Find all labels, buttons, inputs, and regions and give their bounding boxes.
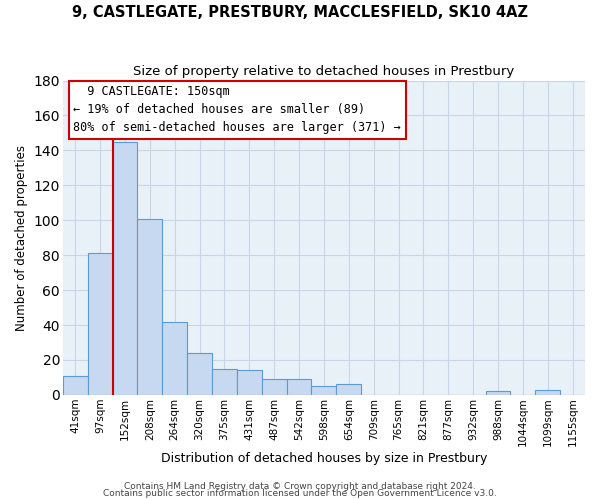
Bar [63, 376, 88, 395]
Text: 9, CASTLEGATE, PRESTBURY, MACCLESFIELD, SK10 4AZ: 9, CASTLEGATE, PRESTBURY, MACCLESFIELD, … [72, 5, 528, 20]
Bar [137, 218, 162, 395]
Y-axis label: Number of detached properties: Number of detached properties [15, 144, 28, 330]
Bar [212, 368, 237, 395]
Bar [113, 142, 137, 395]
Bar [262, 379, 287, 395]
Text: Contains HM Land Registry data © Crown copyright and database right 2024.: Contains HM Land Registry data © Crown c… [124, 482, 476, 491]
Bar [485, 392, 511, 395]
Bar [162, 322, 187, 395]
Bar [237, 370, 262, 395]
Bar [535, 390, 560, 395]
X-axis label: Distribution of detached houses by size in Prestbury: Distribution of detached houses by size … [161, 452, 487, 465]
Text: 9 CASTLEGATE: 150sqm
← 19% of detached houses are smaller (89)
80% of semi-detac: 9 CASTLEGATE: 150sqm ← 19% of detached h… [73, 86, 401, 134]
Bar [311, 386, 337, 395]
Title: Size of property relative to detached houses in Prestbury: Size of property relative to detached ho… [133, 65, 515, 78]
Bar [287, 379, 311, 395]
Bar [187, 353, 212, 395]
Bar [337, 384, 361, 395]
Bar [88, 254, 113, 395]
Text: Contains public sector information licensed under the Open Government Licence v3: Contains public sector information licen… [103, 489, 497, 498]
